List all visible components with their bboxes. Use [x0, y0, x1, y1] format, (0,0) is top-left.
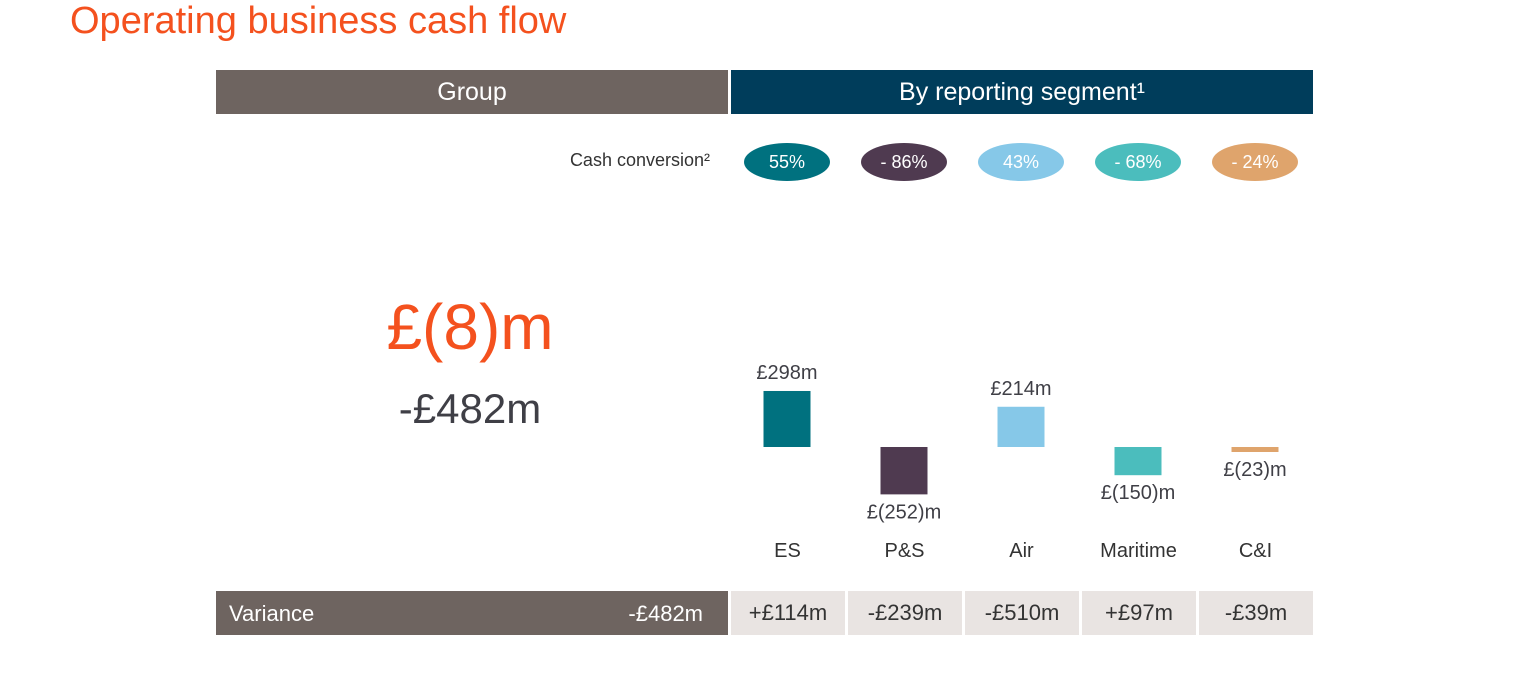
segment-header: By reporting segment¹: [731, 70, 1313, 114]
cash-conversion-label: Cash conversion²: [569, 150, 710, 170]
variance-cell: -£239m: [848, 591, 962, 635]
group-header: Group: [216, 70, 728, 114]
category-label: P&S: [884, 540, 925, 562]
cash-conversion-pill: - 68%: [1095, 143, 1181, 181]
category-label: Air: [1009, 540, 1034, 562]
category-label: Maritime: [1100, 540, 1177, 562]
variance-cell: +£114m: [731, 591, 845, 635]
variance-cell: -£39m: [1199, 591, 1313, 635]
bar-value-label: £214m: [990, 378, 1051, 400]
bar-value-label: £(150)m: [1101, 482, 1175, 504]
cash-conversion-pill: - 86%: [861, 143, 947, 181]
cash-conversion-pill: 55%: [744, 143, 830, 181]
variance-cell: +£97m: [1082, 591, 1196, 635]
variance-row-header: Variance -£482m: [216, 591, 728, 635]
bar-maritime: [1114, 447, 1162, 476]
page-title: Operating business cash flow: [70, 0, 567, 42]
bar-ci: [1231, 447, 1279, 452]
variance-label: Variance: [229, 601, 315, 626]
bar-value-label: £298m: [756, 362, 817, 384]
segment-bar-chart: £298m £(252)m £214m £(150)m £(23)m: [756, 362, 1286, 523]
bar-air: [997, 406, 1045, 447]
variance-total: -£482m: [628, 601, 703, 626]
bar-value-label: £(23)m: [1223, 459, 1286, 481]
category-label: C&I: [1238, 540, 1273, 562]
bar-es: [763, 390, 811, 447]
group-variance-value: -£482m: [398, 385, 542, 432]
cash-conversion-pill: - 24%: [1212, 143, 1298, 181]
cash-conversion-pill: 43%: [978, 143, 1064, 181]
variance-cell: -£510m: [965, 591, 1079, 635]
bar-ps: [880, 447, 928, 495]
group-cash-flow-value: £(8)m: [386, 291, 554, 363]
bar-value-label: £(252)m: [867, 501, 941, 523]
category-label: ES: [774, 540, 801, 562]
